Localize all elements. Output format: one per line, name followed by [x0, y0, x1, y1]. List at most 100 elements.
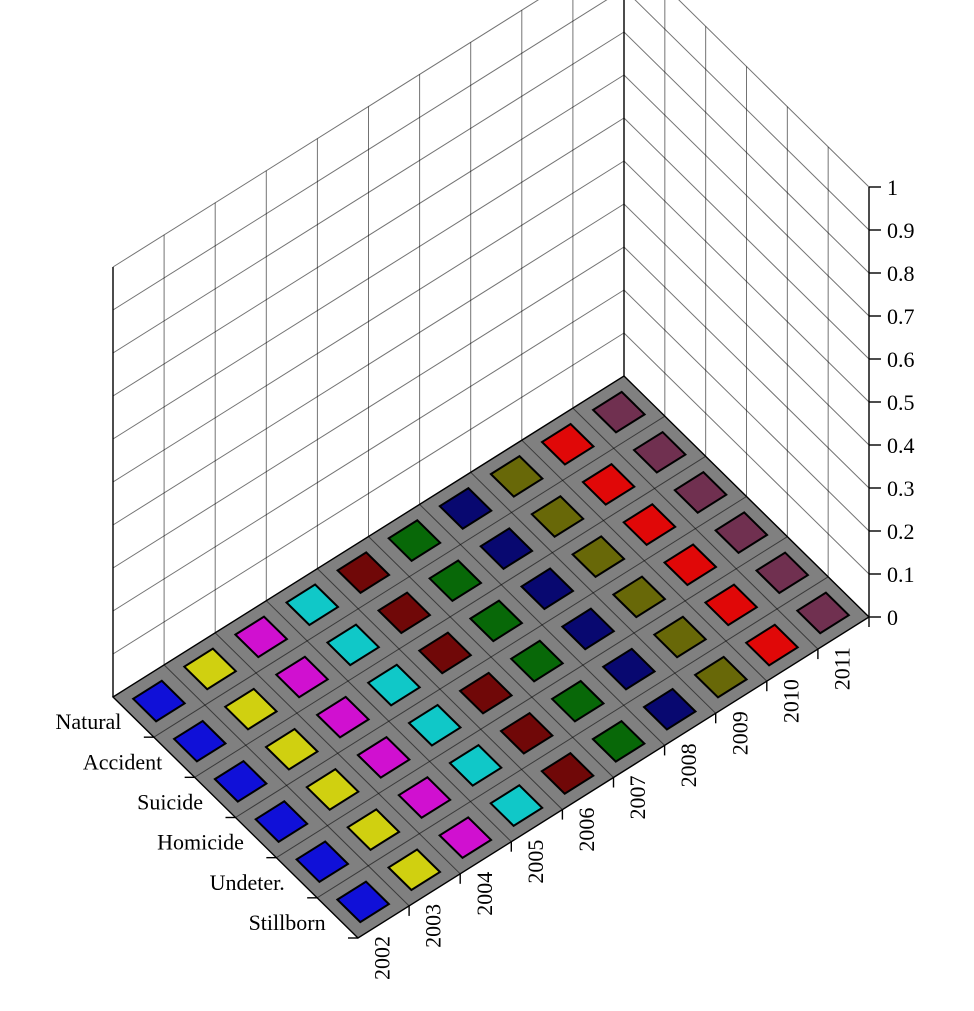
- bar-top-face: [499, 711, 555, 755]
- bar-top-face: [254, 800, 309, 844]
- bar-top-face: [325, 623, 381, 667]
- floor-grid-line: [265, 600, 512, 843]
- bar-top-face: [550, 679, 606, 723]
- bar: [397, 776, 452, 819]
- bar: [713, 511, 769, 555]
- bar-top-face: [335, 551, 391, 595]
- bar-top-face: [519, 567, 575, 611]
- bar: [458, 671, 514, 715]
- bar: [479, 527, 534, 571]
- bar-top-face: [509, 639, 565, 683]
- row-label: Suicide: [137, 789, 203, 814]
- column-label: 2009: [727, 711, 752, 755]
- column-label: 2003: [421, 904, 446, 948]
- bar-top-face: [581, 462, 636, 506]
- bar-top-face: [131, 679, 187, 723]
- floor-grid-line: [419, 504, 665, 746]
- z-tick-label: 0.7: [887, 304, 915, 329]
- bar: [591, 719, 647, 763]
- bar: [744, 623, 800, 667]
- column-label: 2005: [523, 840, 548, 884]
- bar: [294, 840, 350, 884]
- bar-top-face: [346, 808, 401, 852]
- bar-top-face: [489, 454, 545, 498]
- floor-grid-line: [214, 632, 461, 875]
- bar-top-face: [264, 727, 320, 771]
- z-tick-label: 0.2: [887, 519, 915, 544]
- z-tick-label: 0.5: [887, 390, 915, 415]
- bar: [693, 655, 749, 699]
- bar-top-face: [540, 751, 595, 795]
- bar-top-face: [387, 519, 442, 563]
- bar: [632, 430, 688, 474]
- bar-top-face: [366, 663, 422, 707]
- column-label: 2007: [625, 775, 650, 819]
- bar: [611, 575, 667, 619]
- row-label: Undeter.: [210, 870, 285, 895]
- bar: [795, 591, 851, 635]
- bar: [509, 639, 565, 683]
- column-label: 2006: [574, 808, 599, 852]
- bar: [601, 647, 657, 691]
- column-label: 2008: [676, 743, 701, 787]
- bar: [407, 703, 463, 747]
- bar: [489, 454, 545, 498]
- bar-top-face: [172, 719, 228, 763]
- column-label: 2004: [472, 872, 497, 916]
- bar: [417, 631, 473, 675]
- bar: [284, 583, 340, 627]
- bar: [356, 735, 412, 779]
- bar-top-face: [662, 543, 718, 587]
- floor-grid-line: [521, 439, 768, 682]
- bar-top-face: [468, 599, 524, 643]
- bar-top-face: [795, 591, 851, 635]
- bar: [468, 599, 524, 643]
- bar: [581, 462, 636, 506]
- bar: [223, 687, 279, 731]
- bar: [560, 607, 616, 651]
- bar-top-face: [397, 776, 452, 819]
- bar-top-face: [448, 743, 503, 787]
- floor-grid-line: [317, 568, 563, 810]
- z-axis: 0 0.1 0.2 0.3 0.4 0.5 0.6 0.7 0.8 0.9 1: [869, 175, 915, 630]
- z-tick-label: 0.9: [887, 218, 915, 243]
- bar-top-face: [437, 816, 493, 860]
- bar: [213, 759, 269, 803]
- bar: [366, 663, 422, 707]
- bar-top-face: [591, 390, 647, 434]
- z-tick-label: 0.6: [887, 347, 915, 372]
- bar: [622, 503, 677, 547]
- bar: [550, 679, 606, 723]
- bar: [591, 390, 647, 434]
- bar-top-face: [652, 615, 708, 659]
- bar-top-face: [305, 767, 360, 811]
- floor-grid-line: [470, 471, 717, 714]
- bar: [540, 751, 595, 795]
- bar-top-face: [479, 527, 534, 571]
- bar: [499, 711, 555, 755]
- floor-grid-line: [368, 536, 614, 778]
- column-label: 2011: [829, 647, 854, 690]
- column-category-axis: 2002 2003 2004 2005 2006 2007 2008 2009 2010 2011: [370, 617, 870, 980]
- bar-top-face: [632, 430, 688, 474]
- bar: [642, 687, 698, 731]
- bar: [427, 559, 483, 603]
- floor-grid-line: [572, 407, 819, 650]
- bar-top-face: [182, 647, 238, 691]
- bar: [233, 615, 289, 659]
- bar-top-face: [356, 735, 412, 779]
- row-category-axis: Natural Accident Suicide Homicide Undeter. St…: [55, 709, 358, 939]
- bar-top-face: [744, 623, 800, 667]
- floor-grid-line: [163, 664, 410, 907]
- bar-top-face: [458, 671, 514, 715]
- bar-top-face: [673, 470, 728, 514]
- bar: [519, 567, 575, 611]
- bar-top-face: [438, 486, 493, 530]
- bar: [673, 470, 728, 514]
- bar: [325, 623, 381, 667]
- bar: [652, 615, 708, 659]
- bar: [305, 767, 360, 811]
- bar-top-face: [223, 687, 279, 731]
- bar: [448, 743, 503, 787]
- row-label: Homicide: [157, 830, 244, 855]
